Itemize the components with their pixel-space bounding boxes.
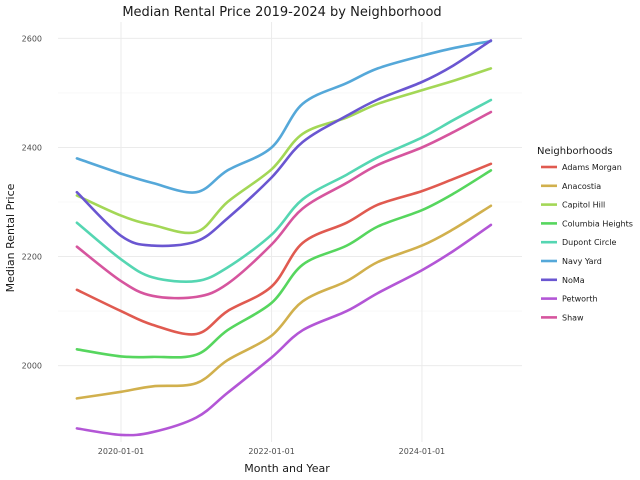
legend-label-petworth: Petworth — [562, 295, 598, 304]
y-axis-ticks: 2000 2200 2400 2600 — [22, 34, 42, 370]
series-line-navy-yard — [75, 39, 493, 194]
legend-title: Neighborhoods — [537, 146, 613, 157]
grid — [58, 22, 522, 442]
y-tick-label: 2200 — [22, 253, 42, 262]
legend-label-navy-yard: Navy Yard — [562, 257, 602, 266]
x-tick-label: 2020-01-01 — [98, 447, 145, 456]
series-line-dupont-circle — [75, 98, 493, 283]
series-line-anacostia — [75, 204, 493, 400]
series-line-petworth — [75, 223, 493, 437]
legend-label-anacostia: Anacostia — [562, 182, 601, 191]
series-line-adams-morgan — [75, 162, 493, 336]
legend: Neighborhoods Adams Morgan Anacostia Capit… — [537, 146, 633, 322]
x-axis-title: Month and Year — [244, 462, 330, 475]
x-tick-label: 2022-01-01 — [248, 447, 295, 456]
series-line-capitol-hill — [75, 67, 493, 235]
y-axis-title: Median Rental Price — [4, 183, 17, 292]
y-tick-label: 2000 — [22, 362, 42, 371]
legend-label-capitol-hill: Capitol Hill — [562, 201, 605, 210]
legend-label-dupont-circle: Dupont Circle — [562, 238, 616, 247]
y-tick-label: 2400 — [22, 143, 42, 152]
series-lines — [75, 39, 493, 437]
series-line-noma — [75, 39, 493, 248]
chart-title: Median Rental Price 2019-2024 by Neighbo… — [122, 5, 441, 20]
x-tick-label: 2024-01-01 — [399, 447, 446, 456]
legend-label-shaw: Shaw — [562, 313, 584, 322]
legend-label-columbia-heights: Columbia Heights — [562, 219, 633, 228]
legend-label-adams-morgan: Adams Morgan — [562, 163, 622, 172]
series-line-shaw — [75, 110, 493, 300]
series-line-columbia-heights — [75, 169, 493, 359]
y-tick-label: 2600 — [22, 34, 42, 43]
legend-label-noma: NoMa — [562, 276, 585, 285]
x-axis-ticks: 2020-01-01 2022-01-01 2024-01-01 — [98, 447, 445, 456]
